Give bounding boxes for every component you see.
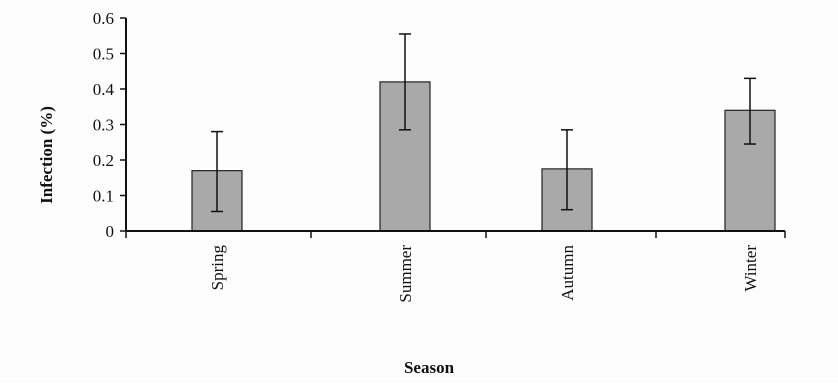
x-category-labels-layer: Spring Summer Autumn Winter: [208, 245, 760, 303]
error-bar-autumn: [561, 129, 573, 211]
error-bar-winter: [744, 77, 756, 145]
error-bars-layer: [211, 33, 756, 213]
y-tick-label: 0.6: [93, 9, 114, 28]
x-category-label: Spring: [208, 245, 227, 291]
x-category-label: Winter: [741, 245, 760, 292]
x-category-label: Summer: [396, 245, 415, 303]
error-bar-summer: [399, 33, 411, 131]
x-category-label: Autumn: [558, 245, 577, 301]
bars-layer: [191, 81, 776, 232]
y-tick-label: 0: [106, 222, 115, 241]
error-bar-spring: [211, 130, 223, 213]
x-axis-title: Season: [404, 358, 455, 377]
y-tick-label: 0.1: [93, 187, 114, 206]
bar-winter: [724, 109, 776, 232]
y-tick-label: 0.3: [93, 116, 114, 135]
y-tick-label: 0.4: [93, 80, 115, 99]
y-tick-label: 0.5: [93, 45, 114, 64]
y-ticks-layer: 0 0.1 0.2 0.3 0.4 0.5 0.6: [93, 9, 786, 241]
y-axis-title: Infection (%): [37, 106, 56, 204]
y-tick-label: 0.2: [93, 151, 114, 170]
